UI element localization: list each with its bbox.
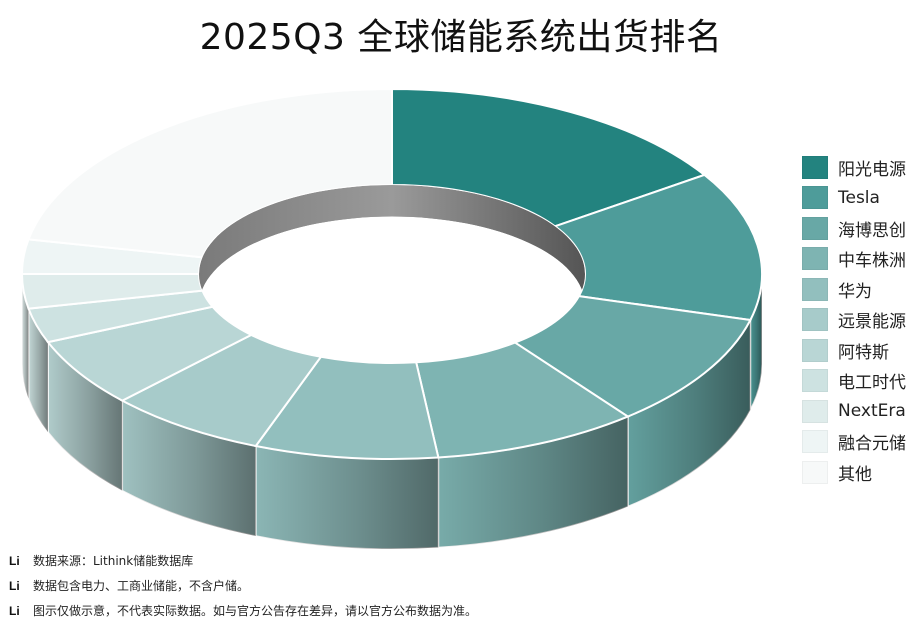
legend-swatch <box>802 216 828 240</box>
legend-label: 阳光电源 <box>838 159 906 180</box>
legend-item: 海博思创 <box>802 213 906 244</box>
legend-label: 华为 <box>838 281 872 302</box>
legend-item: 阿特斯 <box>802 335 906 366</box>
legend-swatch <box>802 369 828 393</box>
legend-swatch <box>802 460 828 484</box>
legend-item: Tesla <box>802 183 906 214</box>
legend-swatch <box>802 308 828 332</box>
hole-wall-visible <box>199 185 585 306</box>
slice-side-shade-5 <box>122 400 256 537</box>
li-logo-icon: Li <box>9 578 20 593</box>
chart-title: 2025Q3 全球储能系统出货排名 <box>199 17 723 58</box>
chart-legend: 阳光电源 Tesla 海博思创中车株洲华为远景能源阿特斯电工时代 NextEra 融合元… <box>802 152 906 488</box>
legend-item: 华为 <box>802 274 906 305</box>
legend-label: Tesla <box>838 187 880 208</box>
legend-label: 阿特斯 <box>838 342 889 363</box>
slice-10 <box>27 87 393 259</box>
footnote: Li 数据来源：Lithink储能数据库 <box>9 548 477 573</box>
footnote-text: 图示仅做示意，不代表实际数据。如与官方公告存在差异，请以官方公布数据为准。 <box>33 604 478 618</box>
slice-side-shade-2 <box>627 320 751 507</box>
legend-item: 电工时代 <box>802 366 906 397</box>
legend-swatch <box>802 186 828 210</box>
slice-side-shade-7 <box>28 308 48 433</box>
legend-item: 远景能源 <box>802 305 906 336</box>
legend-item: 其他 <box>802 457 906 488</box>
footnote: Li 数据包含电力、工商业储能，不含户储。 <box>9 573 477 598</box>
legend-label: 融合元储 <box>838 434 906 455</box>
slice-side-shade-3 <box>438 416 628 548</box>
legend-label: 其他 <box>838 464 872 485</box>
legend-item: 融合元储 <box>802 427 906 458</box>
footnote-text: 数据包含电力、工商业储能，不含户储。 <box>33 579 250 593</box>
legend-label: 远景能源 <box>838 312 906 333</box>
legend-swatch <box>802 338 828 362</box>
legend-swatch <box>802 277 828 301</box>
legend-swatch <box>802 430 828 454</box>
footnotes: Li 数据来源：Lithink储能数据库 Li 数据包含电力、工商业储能，不含户储。 L… <box>9 548 477 623</box>
donut-top-slices <box>20 87 763 460</box>
slice-side-shade-6 <box>47 342 123 491</box>
legend-label: NextEra <box>838 401 906 422</box>
legend-swatch <box>802 399 828 423</box>
slice-side-shade-1 <box>750 274 762 411</box>
legend-label: 电工时代 <box>838 373 906 394</box>
legend-item: 阳光电源 <box>802 152 906 183</box>
legend-label: 中车株洲 <box>838 251 906 272</box>
footnote: Li 图示仅做示意，不代表实际数据。如与官方公告存在差异，请以官方公布数据为准。 <box>9 598 477 623</box>
slice-side-shade-4 <box>255 446 439 549</box>
legend-item: 中车株洲 <box>802 244 906 275</box>
legend-item: NextEra <box>802 396 906 427</box>
li-logo-icon: Li <box>9 553 20 568</box>
footnote-text: 数据来源：Lithink储能数据库 <box>33 554 194 568</box>
legend-label: 海博思创 <box>838 220 906 241</box>
legend-swatch <box>802 155 828 179</box>
li-logo-icon: Li <box>9 603 20 618</box>
legend-swatch <box>802 247 828 271</box>
donut-outer-walls <box>21 273 763 550</box>
